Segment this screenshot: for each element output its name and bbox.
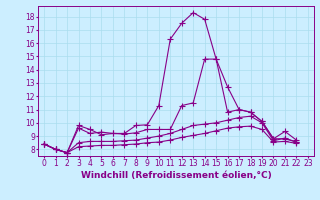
X-axis label: Windchill (Refroidissement éolien,°C): Windchill (Refroidissement éolien,°C) [81, 171, 271, 180]
